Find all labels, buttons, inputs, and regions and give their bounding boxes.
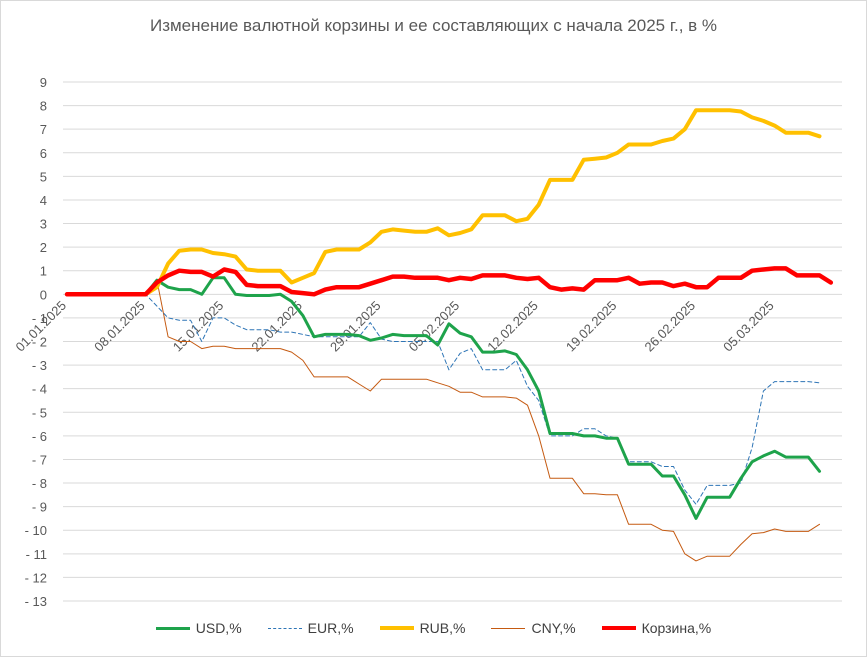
legend-swatch <box>379 626 414 630</box>
series-lines <box>64 108 834 562</box>
y-tick-label: 9 <box>40 75 47 90</box>
y-tick-label: 4 <box>40 193 47 208</box>
y-tick-label: 6 <box>40 146 47 161</box>
x-tick-label: 12.02.2025 <box>484 298 541 355</box>
legend-item: RUB,% <box>379 620 466 636</box>
legend: USD,% EUR,% RUB,% CNY,% Корзина,% <box>0 620 867 636</box>
y-tick-label: - 2 <box>32 335 47 350</box>
y-tick-label: - 12 <box>25 570 47 585</box>
legend-item: USD,% <box>155 620 242 636</box>
x-tick-label: 08.01.2025 <box>91 298 148 355</box>
legend-label: CNY,% <box>531 620 576 636</box>
series-line-eur <box>66 293 820 505</box>
y-tick-label: 1 <box>40 264 47 279</box>
y-tick-label: - 3 <box>32 358 47 373</box>
legend-label: EUR,% <box>307 620 354 636</box>
y-tick-label: - 13 <box>25 594 47 609</box>
x-tick-label: 26.02.2025 <box>641 298 698 355</box>
y-tick-label: - 8 <box>32 476 47 491</box>
y-tick-label: - 9 <box>32 500 47 515</box>
y-axis-ticks: 9 8 7 6 5 4 3 2 1 0 - 1 - 2 - 3 - 4 - 5 - 6 - 7 - 8 - 9 - 1… <box>25 75 47 609</box>
legend-item: Корзина,% <box>601 620 712 636</box>
y-tick-label: - 10 <box>25 523 47 538</box>
x-tick-label: 05.03.2025 <box>720 298 777 355</box>
y-tick-label: - 11 <box>26 547 47 562</box>
y-tick-label: 2 <box>40 240 47 255</box>
y-tick-label: 5 <box>40 169 47 184</box>
x-axis-ticks: 01.01.2025 08.01.2025 15.01.2025 22.01.2025… <box>12 298 776 355</box>
series-line-корзина <box>64 266 834 297</box>
legend-label: Корзина,% <box>641 620 712 636</box>
y-tick-label: 8 <box>40 99 47 114</box>
series-line-cny <box>66 279 820 562</box>
legend-swatch <box>155 626 190 630</box>
y-tick-label: - 4 <box>32 382 47 397</box>
legend-label: USD,% <box>195 620 242 636</box>
legend-item: CNY,% <box>491 620 576 636</box>
legend-label: RUB,% <box>419 620 466 636</box>
x-tick-label: 19.02.2025 <box>563 298 620 355</box>
legend-swatch <box>601 626 636 630</box>
y-tick-label: - 1 <box>32 311 47 326</box>
x-tick-label: 29.01.2025 <box>327 298 384 355</box>
y-tick-label: - 7 <box>32 452 47 467</box>
legend-swatch <box>491 627 526 629</box>
legend-item: EUR,% <box>267 620 354 636</box>
grid-lines <box>63 81 842 602</box>
legend-swatch <box>267 627 302 629</box>
series-line-usd <box>65 276 821 520</box>
y-tick-label: 0 <box>40 287 47 302</box>
series-line-rub <box>65 108 822 297</box>
y-tick-label: - 6 <box>32 429 47 444</box>
y-tick-label: 3 <box>40 217 47 232</box>
chart-title: Изменение валютной корзины и ее составля… <box>149 16 718 35</box>
y-tick-label: - 5 <box>32 405 47 420</box>
y-tick-label: 7 <box>40 122 47 137</box>
